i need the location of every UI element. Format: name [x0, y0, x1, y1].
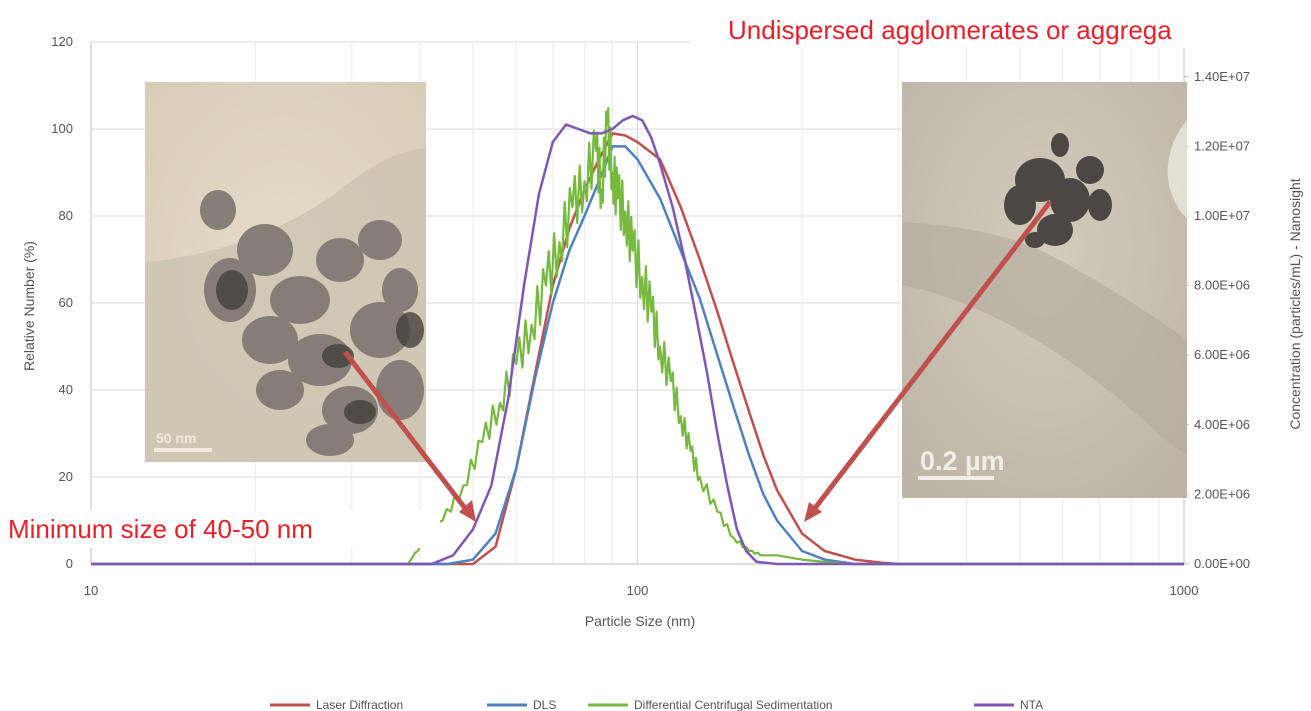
y-tick-label: 40: [59, 382, 73, 397]
series-line: [91, 114, 1184, 566]
arrow-head-right: [804, 502, 822, 522]
y-tick-label: 0: [66, 556, 73, 571]
legend-label: Differential Centrifugal Sedimentation: [634, 698, 833, 711]
arrow-head-left: [459, 500, 476, 522]
y2-tick-label: 1.00E+07: [1194, 208, 1250, 223]
y2-tick-label: 2.00E+06: [1194, 486, 1250, 501]
arrow-to-minimum-size: [343, 350, 470, 514]
annotation-background: [690, 10, 1311, 48]
x-axis-title: Particle Size (nm): [585, 613, 695, 629]
x-tick-label: 10: [84, 583, 98, 598]
y-axis-title: Relative Number (%): [21, 241, 37, 371]
y2-tick-label: 8.00E+06: [1194, 278, 1250, 293]
legend-item: NTA: [974, 698, 1043, 711]
annotation-minimum-size: Minimum size of 40-50 nm: [8, 514, 313, 544]
series-nta: [91, 114, 1184, 566]
legend-label: Laser Diffraction: [316, 698, 403, 711]
annotation-arrows: [343, 200, 1052, 522]
y-tick-label: 80: [59, 208, 73, 223]
scale-bar-label-0-2um: 0.2 µm: [920, 446, 1005, 476]
y-tick-label: 20: [59, 469, 73, 484]
x-tick-label: 100: [627, 583, 649, 598]
annotation-background-left: [0, 510, 440, 548]
legend: Laser Diffraction DLS Differential Centrif…: [270, 698, 1043, 711]
series-line: [91, 145, 1184, 566]
legend-item: Differential Centrifugal Sedimentation: [588, 698, 833, 711]
series-laser-diffraction: [91, 132, 1184, 566]
y2-tick-label: 0.00E+00: [1194, 556, 1250, 571]
y2-tick-label: 1.20E+07: [1194, 138, 1250, 153]
series-dls: [91, 145, 1184, 566]
annotation-agglomerates: Undispersed agglomerates or aggrega: [728, 15, 1172, 45]
legend-item: Laser Diffraction: [270, 698, 403, 711]
y-tick-label: 120: [51, 34, 73, 49]
data-series: [91, 107, 1184, 566]
y2-tick-label: 1.40E+07: [1194, 69, 1250, 84]
x-tick-label: 1000: [1170, 583, 1199, 598]
y2-axis-title: Concentration (particles/mL) - Nanosight: [1287, 178, 1303, 429]
series-line: [91, 107, 1184, 566]
tem-inset-agglomerate: 0.2 µm: [902, 82, 1187, 498]
arrow-to-agglomerates: [810, 200, 1052, 514]
y2-tick-label: 6.00E+06: [1194, 347, 1250, 362]
y-tick-label: 100: [51, 121, 73, 136]
series-differential-centrifugal-sedimentation: [91, 107, 1184, 566]
legend-item: DLS: [487, 698, 556, 711]
y2-tick-label: 4.00E+06: [1194, 417, 1250, 432]
y-tick-label: 60: [59, 295, 73, 310]
series-line: [91, 132, 1184, 566]
scale-bar-label-50nm: 50 nm: [156, 430, 196, 446]
legend-label: NTA: [1020, 698, 1043, 711]
legend-label: DLS: [533, 698, 556, 711]
tem-inset-small-particles: 50 nm: [145, 82, 426, 462]
